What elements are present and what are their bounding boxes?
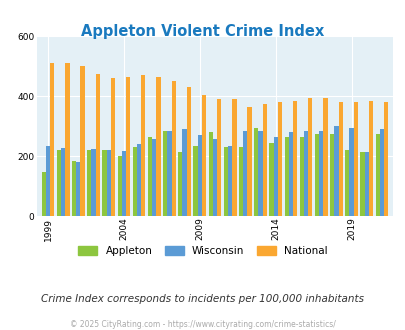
Bar [353,102,357,216]
Bar [111,78,115,216]
Bar [201,95,206,216]
Bar [197,135,201,216]
Bar [186,87,190,216]
Bar [364,152,368,216]
Bar [318,131,322,216]
Bar [273,137,277,216]
Bar [277,102,281,216]
Bar [87,150,91,216]
Bar [292,101,296,216]
Bar [41,172,46,216]
Bar [193,146,197,216]
Bar [107,150,111,216]
Bar [262,104,266,216]
Bar [61,148,65,216]
Text: Appleton Violent Crime Index: Appleton Violent Crime Index [81,24,324,39]
Bar [258,131,262,216]
Bar [117,156,121,216]
Bar [132,147,136,216]
Bar [232,99,236,216]
Bar [136,144,141,216]
Bar [182,129,186,216]
Bar [368,101,372,216]
Bar [147,137,152,216]
Text: Crime Index corresponds to incidents per 100,000 inhabitants: Crime Index corresponds to incidents per… [41,294,364,304]
Bar [299,137,303,216]
Bar [156,77,160,216]
Bar [288,132,292,216]
Bar [208,132,212,216]
Bar [284,137,288,216]
Legend: Appleton, Wisconsin, National: Appleton, Wisconsin, National [74,242,331,260]
Bar [217,99,221,216]
Bar [383,102,388,216]
Bar [76,162,80,216]
Bar [243,131,247,216]
Bar [171,81,175,216]
Bar [212,139,217,216]
Bar [360,152,364,216]
Bar [126,77,130,216]
Bar [254,128,258,216]
Bar [269,143,273,216]
Bar [65,63,69,216]
Bar [223,147,228,216]
Bar [228,146,232,216]
Bar [307,98,312,216]
Bar [349,128,353,216]
Bar [96,74,100,216]
Bar [50,63,54,216]
Bar [163,131,167,216]
Bar [379,129,383,216]
Bar [57,150,61,216]
Bar [344,150,349,216]
Bar [91,149,96,216]
Bar [122,151,126,216]
Bar [303,131,307,216]
Bar [314,134,318,216]
Bar [322,98,327,216]
Bar [239,147,243,216]
Bar [152,139,156,216]
Bar [102,149,107,216]
Bar [141,75,145,216]
Text: © 2025 CityRating.com - https://www.cityrating.com/crime-statistics/: © 2025 CityRating.com - https://www.city… [70,319,335,329]
Bar [333,126,338,216]
Bar [178,152,182,216]
Bar [375,134,379,216]
Bar [167,131,171,216]
Bar [247,107,251,216]
Bar [338,102,342,216]
Bar [72,161,76,216]
Bar [46,146,50,216]
Bar [80,66,85,216]
Bar [329,134,333,216]
